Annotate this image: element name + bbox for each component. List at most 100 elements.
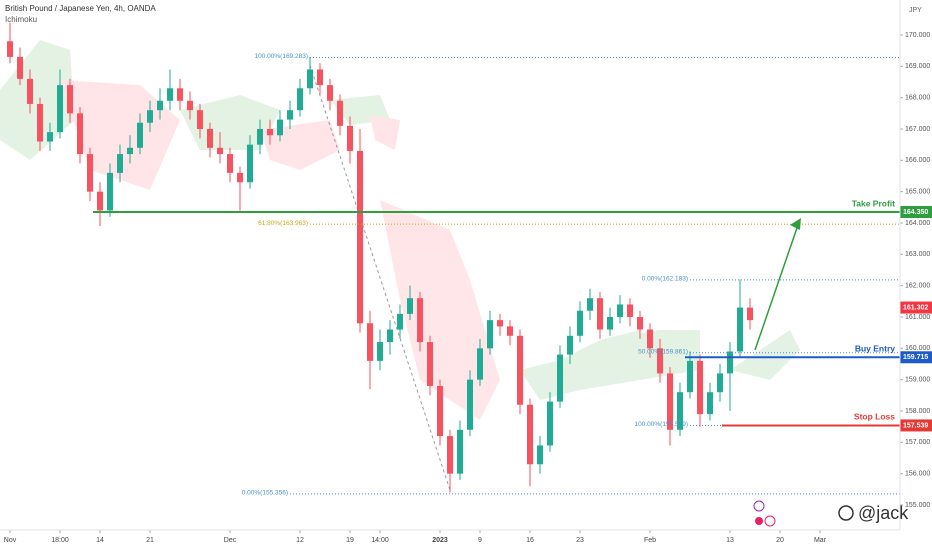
candle-body (677, 392, 683, 430)
candle-body (567, 335, 573, 355)
candle-body (597, 298, 603, 330)
price-tag-label: 159.715 (903, 354, 928, 361)
candle-body (447, 436, 453, 474)
candle-body (337, 100, 343, 126)
event-icon (753, 500, 765, 512)
y-tick-label: 164.000 (905, 220, 930, 227)
x-tick-label: Dec (224, 537, 237, 544)
candle-body (257, 129, 263, 145)
candle-body (507, 326, 513, 336)
fib-label: 100.00%(157.539) (635, 421, 689, 428)
price-tag-label: 157.539 (903, 422, 928, 429)
candle-body (477, 348, 483, 380)
y-tick-label: 167.000 (905, 126, 930, 133)
event-icon (755, 517, 763, 525)
fib-label: 50.00%(159.861) (638, 348, 688, 355)
level-name: Buy Entry (855, 344, 895, 354)
candle-body (287, 110, 293, 120)
candle-body (217, 147, 223, 155)
y-tick-label: 162.000 (905, 283, 930, 290)
candle-body (617, 304, 623, 317)
candle-body (607, 317, 613, 330)
candle-body (717, 373, 723, 393)
x-tick-label: 20 (776, 537, 784, 544)
candle-body (227, 154, 233, 173)
price-tag (900, 419, 932, 432)
candle-body (137, 122, 143, 148)
candle-body (467, 379, 473, 430)
candle-body (307, 69, 313, 89)
candle-body (437, 385, 443, 437)
candle-body (117, 154, 123, 173)
candle-body (387, 329, 393, 343)
candle-body (707, 392, 713, 415)
candle-body (547, 401, 553, 446)
fib-label: 100.00%(169.283) (255, 53, 309, 60)
x-tick-label: 13 (726, 537, 734, 544)
candle-body (127, 147, 133, 155)
candle-body (367, 323, 373, 361)
candle-body (497, 320, 503, 327)
candle-body (77, 113, 83, 155)
x-tick-label: 9 (478, 537, 482, 544)
axis-layer: 155.000156.000157.000158.000159.000160.0… (4, 32, 931, 544)
candle-body (537, 445, 543, 465)
level-name: Take Profit (852, 198, 895, 208)
y-tick-label: 168.000 (905, 95, 930, 102)
price-tag (900, 206, 932, 219)
watermark-icon (838, 505, 854, 521)
x-tick-label: 14:00 (371, 537, 389, 544)
level-name: Stop Loss (854, 412, 895, 422)
candle-body (57, 85, 63, 133)
candle-body (527, 404, 533, 465)
candle-body (37, 103, 43, 142)
candle-body (397, 313, 403, 330)
candle-body (427, 342, 433, 386)
candle-body (157, 100, 163, 111)
currency: JPY (909, 7, 922, 14)
candle-body (517, 335, 523, 405)
candle-body (47, 132, 53, 142)
last-price-tag (900, 301, 932, 314)
trend-line (309, 64, 451, 491)
y-tick-label: 163.000 (905, 251, 930, 258)
candle-body (357, 150, 363, 324)
candle-body (667, 373, 673, 430)
candle-body (267, 129, 273, 136)
candle-body (327, 85, 333, 101)
y-tick-label: 155.000 (905, 502, 930, 509)
x-tick-label: 21 (146, 537, 154, 544)
y-tick-label: 156.000 (905, 471, 930, 478)
x-tick-label: 19 (346, 537, 354, 544)
y-tick-label: 169.000 (905, 63, 930, 70)
candle-body (237, 172, 243, 183)
candle-body (167, 88, 173, 101)
x-tick-label: 18:00 (51, 537, 69, 544)
candle-body (97, 191, 103, 211)
y-tick-label: 165.000 (905, 189, 930, 196)
fib-label: 0.00%(155.356) (242, 490, 288, 497)
y-tick-label: 159.000 (905, 377, 930, 384)
candle-body (657, 348, 663, 374)
candle-body (197, 110, 203, 129)
fib-label: 61.80%(163.963) (258, 220, 308, 227)
x-tick-label: 16 (526, 537, 534, 544)
fib-label: 0.00%(162.183) (642, 276, 688, 283)
x-tick-label: 2023 (432, 537, 448, 544)
candle-body (697, 360, 703, 415)
candle-body (727, 351, 733, 374)
candle-body (587, 298, 593, 311)
candle-body (347, 125, 353, 151)
candle-body (417, 298, 423, 343)
x-tick-label: Nov (4, 537, 17, 544)
candle-body (737, 307, 743, 352)
y-tick-label: 160.000 (905, 345, 930, 352)
candle-body (557, 354, 563, 402)
y-tick-label: 157.000 (905, 439, 930, 446)
arrow-head (790, 218, 801, 230)
candle-body (27, 78, 33, 104)
candle-body (207, 129, 213, 148)
candles (7, 22, 753, 493)
candle-body (647, 329, 653, 349)
